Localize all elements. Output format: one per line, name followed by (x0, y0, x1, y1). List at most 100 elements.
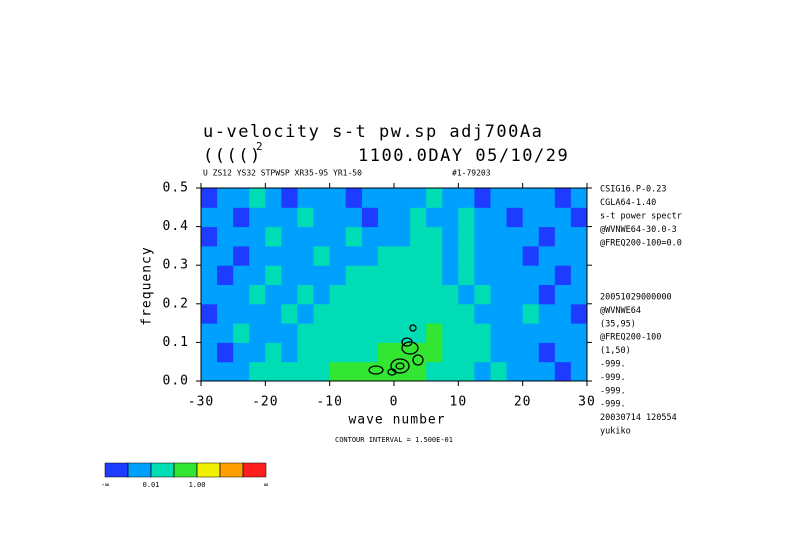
field-cell (217, 284, 234, 305)
field-cell (217, 361, 234, 382)
field-cell (538, 303, 556, 324)
field-cell (217, 245, 234, 266)
x-tick-label: 30 (578, 395, 596, 410)
y-tick-label: 0.0 (163, 374, 189, 389)
field-cell (538, 188, 556, 208)
side-note: @WVNWE64-30.0-3 (600, 225, 677, 235)
field-cell (506, 226, 524, 247)
field-cell (249, 188, 266, 208)
field-cell (201, 303, 218, 324)
colorbar-box (219, 462, 244, 478)
y-axis-label: frequency (140, 246, 155, 325)
field-cell (474, 207, 491, 228)
field-cell (522, 284, 540, 305)
field-cell (329, 323, 347, 343)
field-cell (410, 303, 427, 324)
field-cell (377, 188, 395, 208)
field-cell (249, 323, 266, 343)
field-cell (297, 361, 315, 382)
field-cell (281, 284, 298, 305)
field-cell (313, 361, 331, 382)
field-cell (506, 265, 524, 285)
field-cell (281, 323, 298, 343)
field-cell (458, 265, 475, 285)
info-right: #1-79203 (452, 169, 491, 178)
field-cell (570, 207, 588, 228)
field-cell (538, 323, 556, 343)
x-tick-label: 0 (390, 395, 399, 410)
field-cell (249, 226, 266, 247)
field-cell (297, 303, 315, 324)
field-cell (410, 245, 427, 266)
field-cell (361, 323, 379, 343)
field-cell (570, 323, 588, 343)
field-cell (426, 284, 443, 305)
notes: CSIG16.P-0.23 CGLA64-1.40 s-t power spectr… (600, 185, 682, 437)
field-cell (233, 188, 250, 208)
field-cell (233, 323, 250, 343)
y-tick-label: 0.4 (163, 219, 189, 234)
field-cell (570, 284, 588, 305)
field-cell (442, 284, 459, 305)
field-cell (201, 207, 218, 228)
side-note: yukiko (600, 427, 631, 437)
x-axis-label: wave number (348, 413, 445, 428)
field-cell (201, 361, 218, 382)
field-cell (233, 284, 250, 305)
field-cell (313, 245, 331, 266)
field-cell (490, 303, 508, 324)
field-cell (377, 207, 395, 228)
field-cell (554, 323, 572, 343)
field-cell (522, 361, 540, 382)
field-cell (281, 226, 298, 247)
field-cell (201, 188, 218, 208)
field-cell (313, 207, 331, 228)
side-note: 20051029000000 (600, 293, 672, 303)
field-cell (377, 361, 395, 382)
field-cell (217, 226, 234, 247)
field-cell (410, 207, 427, 228)
field-cell (297, 323, 315, 343)
field-cell (442, 323, 459, 343)
field-cell (313, 226, 331, 247)
field-cell (490, 361, 508, 382)
field-cell (554, 226, 572, 247)
field-cell (474, 342, 491, 363)
field-cell (522, 342, 540, 363)
field-cell (233, 226, 250, 247)
field-cell (506, 342, 524, 363)
field-cell (538, 342, 556, 363)
field-cell (490, 342, 508, 363)
field-cell (394, 265, 411, 285)
side-note: -999. (600, 373, 626, 383)
field-cell (442, 226, 459, 247)
field-cell (474, 303, 491, 324)
y-tick-label: 0.5 (163, 181, 189, 196)
field-cell (442, 361, 459, 382)
info-left: U ZS12 YS32 STPWSP XR35-95 YR1-50 (203, 169, 362, 178)
field-cell (249, 303, 266, 324)
field-cell (345, 226, 363, 247)
field-cell (506, 188, 524, 208)
field-cell (345, 303, 363, 324)
field-cell (426, 226, 443, 247)
field-cell (506, 207, 524, 228)
field-cell (394, 303, 411, 324)
field-cell (538, 226, 556, 247)
side-note: (35,95) (600, 319, 636, 329)
field-cell (538, 361, 556, 382)
colorbar-box (242, 462, 267, 478)
field-cell (297, 245, 315, 266)
side-note: @WVNWE64 (600, 306, 641, 316)
field-cell (506, 361, 524, 382)
field-cell (426, 265, 443, 285)
field-cell (361, 303, 379, 324)
field-cell (490, 188, 508, 208)
field-cell (265, 323, 282, 343)
field-cell (570, 342, 588, 363)
field-cell (345, 245, 363, 266)
field-cell (538, 245, 556, 266)
field-cell (554, 303, 572, 324)
contour-lines (368, 324, 424, 376)
